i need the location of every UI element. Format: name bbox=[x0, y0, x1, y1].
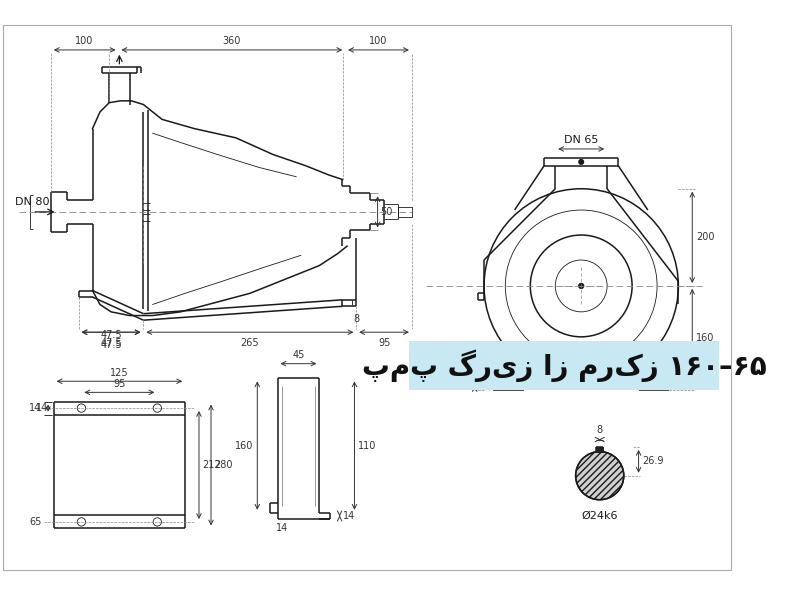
Text: 47.5: 47.5 bbox=[100, 338, 122, 347]
Text: 265: 265 bbox=[240, 338, 259, 347]
Circle shape bbox=[576, 452, 624, 500]
Text: 160: 160 bbox=[236, 440, 254, 450]
Text: 95: 95 bbox=[378, 338, 390, 347]
Text: 100: 100 bbox=[370, 36, 388, 46]
Text: 50: 50 bbox=[381, 207, 393, 217]
Text: 280: 280 bbox=[215, 460, 233, 470]
Text: 8: 8 bbox=[596, 425, 603, 435]
Text: 360: 360 bbox=[222, 36, 240, 46]
Text: 26.9: 26.9 bbox=[642, 456, 664, 466]
Text: 95: 95 bbox=[113, 378, 125, 389]
Bar bbox=[596, 447, 603, 452]
Text: DN 80: DN 80 bbox=[15, 198, 49, 207]
Text: 14: 14 bbox=[29, 403, 42, 413]
Text: پمپ گریز از مرکز ۱۶۰–۶۵: پمپ گریز از مرکز ۱۶۰–۶۵ bbox=[362, 349, 767, 382]
Text: 47.5: 47.5 bbox=[100, 340, 122, 350]
Bar bbox=[409, 342, 719, 390]
Text: 110: 110 bbox=[358, 440, 377, 450]
Text: 200: 200 bbox=[696, 232, 714, 242]
Text: 8: 8 bbox=[353, 314, 359, 324]
Text: 14: 14 bbox=[276, 523, 289, 533]
Text: 125: 125 bbox=[110, 368, 128, 378]
Circle shape bbox=[579, 381, 584, 386]
Text: Ø24k6: Ø24k6 bbox=[581, 511, 618, 521]
Text: DN 65: DN 65 bbox=[564, 135, 599, 145]
Text: 100: 100 bbox=[75, 36, 94, 46]
Text: 212: 212 bbox=[203, 460, 221, 470]
Text: 47.5: 47.5 bbox=[100, 330, 122, 340]
Text: 17: 17 bbox=[460, 381, 472, 392]
Circle shape bbox=[579, 159, 584, 164]
Circle shape bbox=[578, 283, 584, 289]
Text: 160: 160 bbox=[696, 333, 714, 343]
Text: 45: 45 bbox=[293, 350, 305, 360]
Bar bbox=[398, 207, 412, 217]
Text: 14: 14 bbox=[36, 403, 48, 413]
Text: 65: 65 bbox=[29, 517, 42, 527]
Text: 14: 14 bbox=[343, 511, 355, 521]
